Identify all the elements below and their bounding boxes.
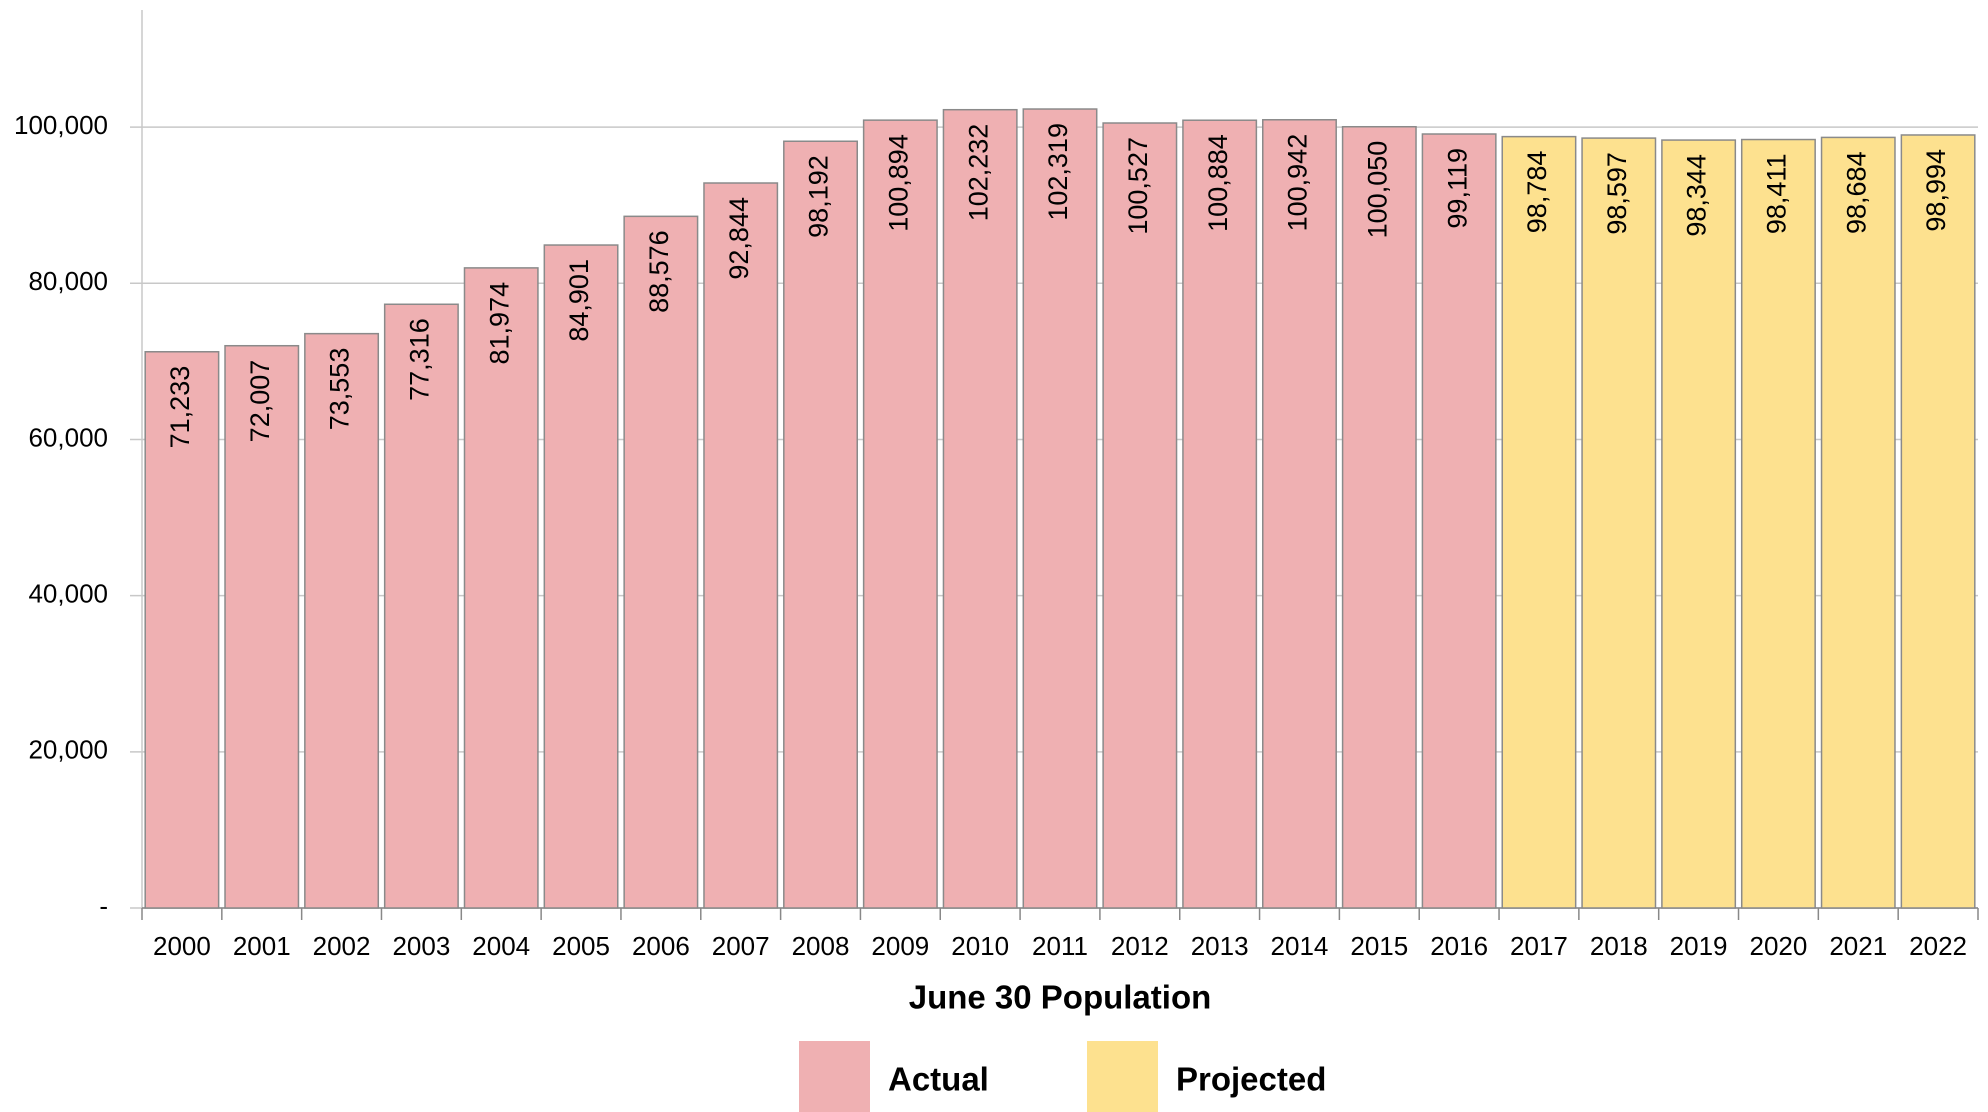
bar bbox=[463, 267, 539, 909]
x-tick-label: 2002 bbox=[313, 931, 371, 961]
x-tick-label: 2014 bbox=[1271, 931, 1329, 961]
bar bbox=[1421, 133, 1497, 909]
bar bbox=[144, 351, 220, 909]
value-label: 71,233 bbox=[165, 366, 195, 449]
y-tick-label: 60,000 bbox=[28, 422, 108, 452]
x-tick-label: 2013 bbox=[1191, 931, 1249, 961]
bar bbox=[1182, 119, 1258, 909]
value-label: 77,316 bbox=[405, 318, 435, 401]
x-tick-label: 2001 bbox=[233, 931, 291, 961]
bar bbox=[1102, 122, 1178, 909]
value-label: 100,894 bbox=[883, 134, 913, 232]
x-tick-label: 2007 bbox=[712, 931, 770, 961]
value-label: 73,553 bbox=[325, 348, 355, 431]
value-label: 88,576 bbox=[644, 230, 674, 313]
x-tick-label: 2009 bbox=[871, 931, 929, 961]
value-label: 102,319 bbox=[1043, 123, 1073, 221]
y-tick-label: 100,000 bbox=[14, 110, 108, 140]
value-label: 98,994 bbox=[1921, 149, 1951, 232]
bar bbox=[1262, 119, 1337, 909]
value-label: 81,974 bbox=[484, 282, 514, 365]
value-label: 99,119 bbox=[1442, 148, 1472, 229]
x-tick-label: 2000 bbox=[153, 931, 211, 961]
x-tick-label: 2008 bbox=[792, 931, 850, 961]
x-tick-label: 2010 bbox=[951, 931, 1009, 961]
bar bbox=[1820, 136, 1896, 909]
x-tick-label: 2016 bbox=[1430, 931, 1488, 961]
bar bbox=[942, 108, 1018, 909]
x-tick-label: 2019 bbox=[1670, 931, 1728, 961]
value-label: 100,942 bbox=[1283, 134, 1313, 232]
value-label: 98,784 bbox=[1522, 151, 1552, 234]
bar bbox=[224, 344, 300, 909]
bar bbox=[1740, 138, 1816, 909]
x-tick-label: 2005 bbox=[552, 931, 610, 961]
bar bbox=[623, 215, 699, 909]
x-tick-label: 2006 bbox=[632, 931, 690, 961]
x-tick-label: 2011 bbox=[1032, 931, 1088, 961]
value-label: 98,684 bbox=[1841, 151, 1871, 234]
x-tick-label: 2020 bbox=[1750, 931, 1808, 961]
x-tick-label: 2021 bbox=[1829, 931, 1887, 961]
x-tick-label: 2004 bbox=[472, 931, 530, 961]
bar bbox=[1581, 137, 1657, 909]
y-tick-label: 20,000 bbox=[28, 735, 108, 765]
x-tick-label: 2018 bbox=[1590, 931, 1648, 961]
y-tick-label: - bbox=[99, 891, 108, 921]
bar bbox=[703, 182, 779, 909]
bar bbox=[1501, 135, 1577, 909]
bar bbox=[543, 244, 619, 909]
bar bbox=[1900, 134, 1976, 909]
x-tick-label: 2022 bbox=[1909, 931, 1967, 961]
value-label: 84,901 bbox=[564, 259, 594, 342]
y-tick-label: 80,000 bbox=[28, 266, 108, 296]
x-axis-title: June 30 Population bbox=[909, 979, 1212, 1016]
legend-label: Projected bbox=[1176, 1061, 1326, 1098]
value-label: 100,884 bbox=[1203, 134, 1233, 232]
legend-label: Actual bbox=[888, 1061, 989, 1098]
bar bbox=[1341, 125, 1417, 909]
value-label: 100,527 bbox=[1123, 137, 1153, 235]
bar bbox=[783, 140, 858, 909]
y-tick-label: 40,000 bbox=[28, 579, 108, 609]
x-tick-label: 2017 bbox=[1510, 931, 1568, 961]
x-tick-label: 2012 bbox=[1111, 931, 1169, 961]
bar bbox=[1661, 139, 1737, 909]
value-label: 100,050 bbox=[1362, 141, 1392, 239]
value-label: 102,232 bbox=[963, 124, 993, 222]
x-tick-label: 2003 bbox=[392, 931, 450, 961]
bar bbox=[383, 303, 459, 909]
legend-swatch bbox=[1087, 1041, 1158, 1112]
bar bbox=[304, 332, 380, 909]
legend-swatch bbox=[799, 1041, 870, 1112]
value-label: 98,411 bbox=[1762, 154, 1792, 235]
value-label: 98,192 bbox=[804, 155, 834, 238]
value-label: 98,597 bbox=[1602, 152, 1632, 235]
bar bbox=[862, 119, 938, 909]
bar bbox=[1022, 108, 1098, 909]
value-label: 98,344 bbox=[1682, 154, 1712, 237]
value-label: 92,844 bbox=[724, 197, 754, 280]
x-tick-label: 2015 bbox=[1350, 931, 1408, 961]
value-label: 72,007 bbox=[245, 360, 275, 443]
